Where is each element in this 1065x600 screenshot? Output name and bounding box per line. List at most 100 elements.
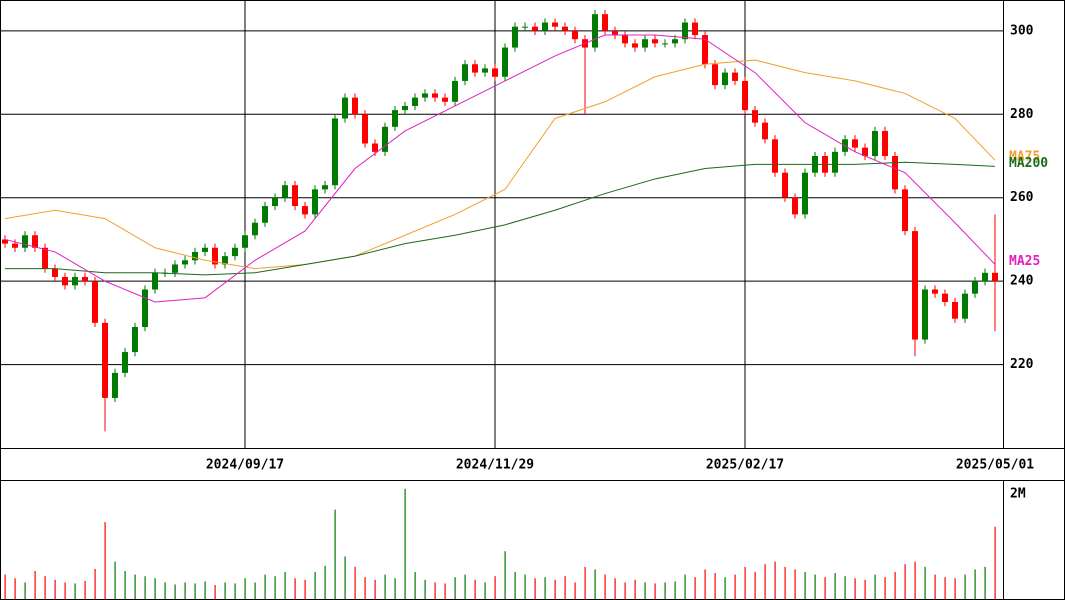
volume-bar bbox=[124, 570, 126, 599]
candle-body bbox=[462, 64, 468, 81]
candle-body bbox=[802, 172, 808, 215]
candle-body bbox=[82, 276, 88, 282]
volume-bar bbox=[54, 579, 56, 599]
volume-bar bbox=[394, 578, 396, 599]
candle-body bbox=[882, 130, 888, 157]
volume-bar bbox=[634, 579, 636, 599]
candle-body bbox=[612, 30, 618, 36]
candle-body bbox=[412, 97, 418, 106]
candle-body bbox=[112, 372, 118, 398]
volume-bar bbox=[614, 578, 616, 599]
volume-bar bbox=[814, 574, 816, 599]
candle-body bbox=[992, 272, 998, 282]
legend-label: MA25 bbox=[1009, 254, 1040, 269]
candle-body bbox=[22, 235, 28, 248]
volume-bar bbox=[384, 574, 386, 599]
candle-body bbox=[712, 64, 718, 86]
volume-bar bbox=[654, 583, 656, 599]
candle-body bbox=[572, 30, 578, 40]
volume-bar bbox=[924, 566, 926, 599]
volume-bar bbox=[444, 583, 446, 599]
candle-body bbox=[752, 110, 758, 123]
volume-bar bbox=[104, 522, 106, 599]
candle-body bbox=[342, 97, 348, 119]
volume-bar bbox=[834, 573, 836, 599]
candle-body bbox=[562, 26, 568, 31]
volume-bar bbox=[284, 572, 286, 599]
volume-bar bbox=[744, 566, 746, 599]
volume-bar bbox=[734, 574, 736, 599]
candle-body bbox=[682, 22, 688, 40]
candle-body bbox=[922, 289, 928, 340]
candle-body bbox=[72, 276, 78, 286]
candle-body bbox=[102, 322, 108, 398]
candle-body bbox=[792, 197, 798, 215]
volume-bar bbox=[934, 574, 936, 599]
volume-bar bbox=[964, 574, 966, 599]
candle-body bbox=[172, 264, 178, 273]
candle-body bbox=[652, 39, 658, 44]
volume-bar bbox=[944, 577, 946, 599]
candle-body bbox=[552, 22, 558, 27]
candle-body bbox=[422, 93, 428, 98]
candle-body bbox=[282, 185, 288, 198]
volume-bar bbox=[154, 578, 156, 599]
candle-body bbox=[692, 22, 698, 36]
volume-bar bbox=[724, 577, 726, 599]
candle-body bbox=[212, 247, 218, 265]
candle-body bbox=[762, 122, 768, 140]
candle-body bbox=[542, 22, 548, 31]
volume-bar bbox=[184, 582, 186, 599]
volume-bar bbox=[304, 579, 306, 599]
volume-bar bbox=[874, 574, 876, 599]
volume-bar bbox=[674, 581, 676, 599]
candle-body bbox=[32, 235, 38, 248]
volume-bar bbox=[704, 569, 706, 599]
candle-body bbox=[492, 68, 498, 77]
volume-bar bbox=[34, 570, 36, 599]
volume-bar bbox=[854, 578, 856, 599]
candle-body bbox=[182, 260, 188, 265]
moving-average-line bbox=[5, 161, 996, 276]
volume-bar bbox=[694, 577, 696, 599]
candle-body bbox=[472, 64, 478, 73]
volume-bar bbox=[544, 577, 546, 599]
volume-bar bbox=[374, 579, 376, 599]
volume-bar bbox=[754, 572, 756, 599]
volume-bar bbox=[624, 582, 626, 599]
volume-bar bbox=[904, 564, 906, 599]
volume-bar bbox=[554, 579, 556, 599]
volume-bar bbox=[134, 574, 136, 599]
candle-body bbox=[622, 35, 628, 44]
candle-body bbox=[852, 139, 858, 148]
candle-body bbox=[2, 239, 8, 244]
candle-body bbox=[932, 289, 938, 294]
candle-body bbox=[302, 206, 308, 215]
candle-body bbox=[442, 97, 448, 102]
volume-bar bbox=[484, 582, 486, 599]
volume-bar bbox=[174, 584, 176, 599]
volume-bar bbox=[24, 582, 26, 599]
volume-bar bbox=[364, 577, 366, 599]
candle-body bbox=[292, 185, 298, 207]
candle-body bbox=[62, 276, 68, 286]
candle-body bbox=[862, 147, 868, 157]
candle-body bbox=[632, 43, 638, 48]
candle-body bbox=[362, 114, 368, 144]
volume-bar bbox=[114, 561, 116, 599]
candle-body bbox=[892, 156, 898, 190]
candle-body bbox=[522, 26, 528, 28]
y-tick-label: 2M bbox=[1010, 487, 1026, 502]
volume-bar bbox=[354, 566, 356, 599]
candle-body bbox=[592, 14, 598, 48]
candle-body bbox=[202, 247, 208, 252]
candle-body bbox=[982, 272, 988, 282]
volume-bar bbox=[564, 576, 566, 599]
candle-body bbox=[502, 47, 508, 77]
volume-bar bbox=[574, 582, 576, 599]
volume-bar bbox=[884, 577, 886, 599]
volume-bar bbox=[914, 561, 916, 599]
y-tick-label: 260 bbox=[1010, 190, 1034, 205]
